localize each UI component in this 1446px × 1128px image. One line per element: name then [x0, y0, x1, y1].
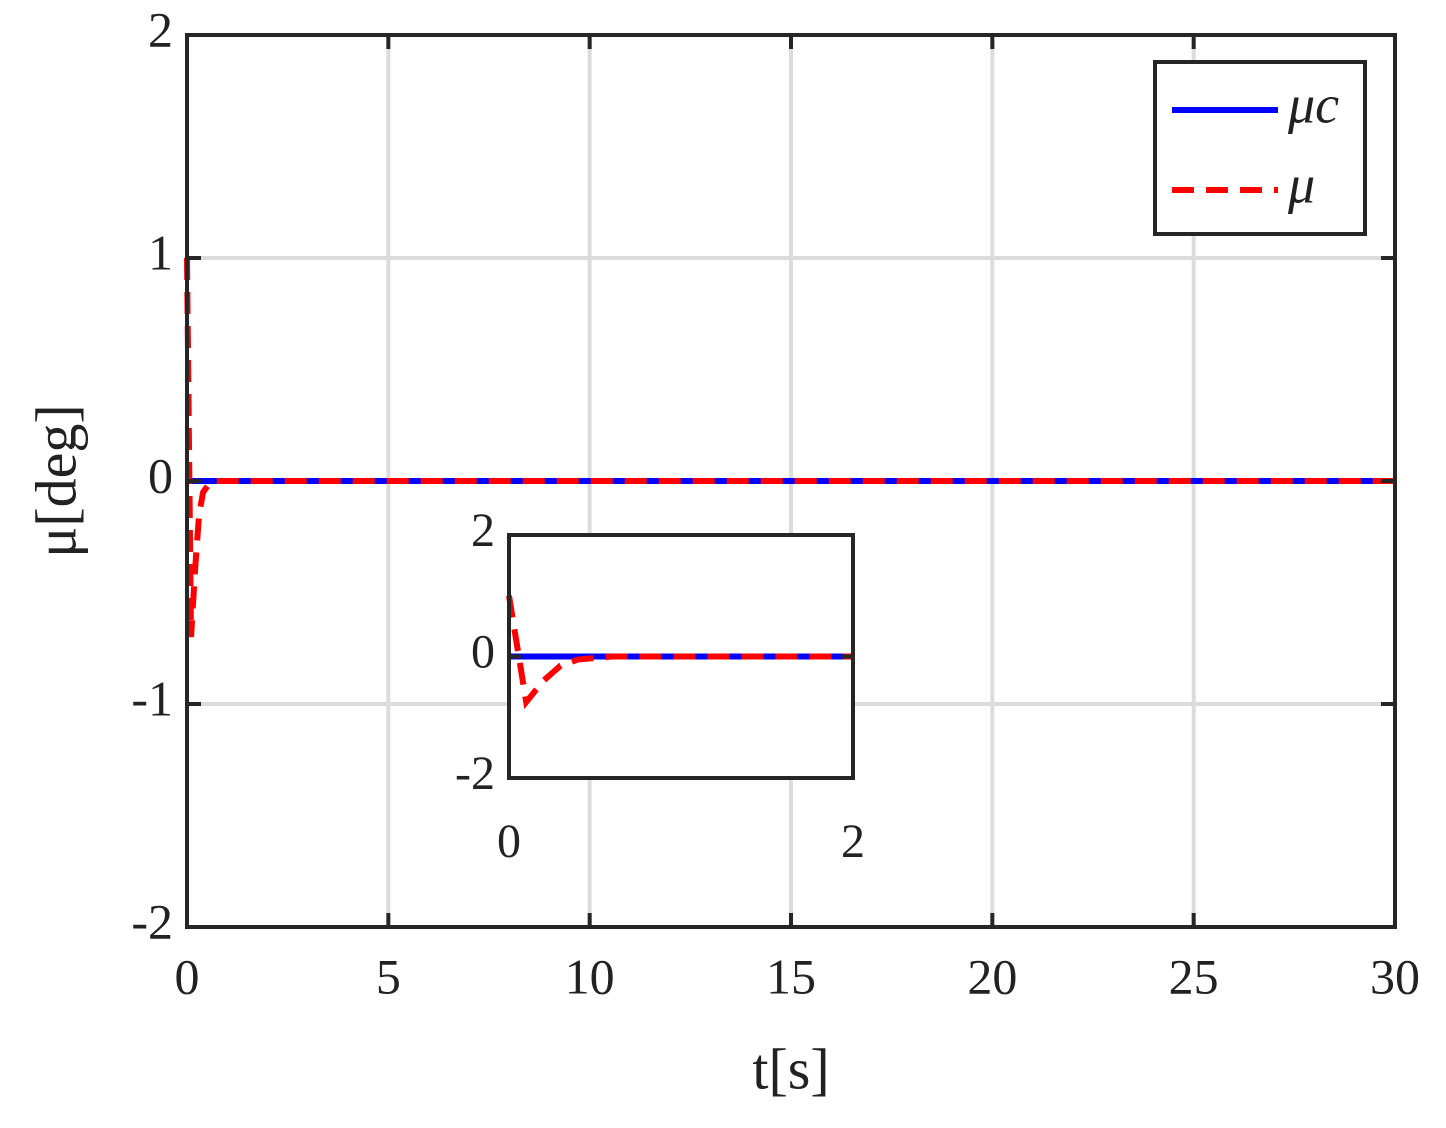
y-tick-label: -1	[131, 670, 173, 726]
y-tick-label: 0	[471, 626, 495, 679]
y-tick-label: -2	[131, 893, 173, 949]
y-tick-label: 2	[471, 504, 495, 557]
x-axis-label: t[s]	[752, 1036, 829, 1101]
y-tick-label: 2	[148, 1, 173, 57]
legend-label: μc	[1287, 74, 1339, 134]
x-tick-label: 10	[565, 948, 615, 1004]
x-tick-label: 0	[175, 948, 200, 1004]
x-tick-label: 25	[1169, 948, 1219, 1004]
x-tick-label: 5	[376, 948, 401, 1004]
y-tick-label: -2	[455, 747, 495, 800]
series-line	[184, 257, 1395, 638]
y-tick-label: 0	[148, 447, 173, 503]
legend-box	[1153, 60, 1367, 236]
x-tick-label: 20	[967, 948, 1017, 1004]
series-line	[506, 595, 853, 710]
x-tick-label: 0	[497, 815, 521, 868]
x-tick-label: 30	[1370, 948, 1420, 1004]
x-tick-label: 15	[766, 948, 816, 1004]
x-tick-label: 2	[841, 815, 865, 868]
y-axis-label: μ[deg]	[23, 404, 88, 557]
legend-label: μ	[1287, 154, 1315, 214]
y-tick-label: 1	[148, 224, 173, 280]
